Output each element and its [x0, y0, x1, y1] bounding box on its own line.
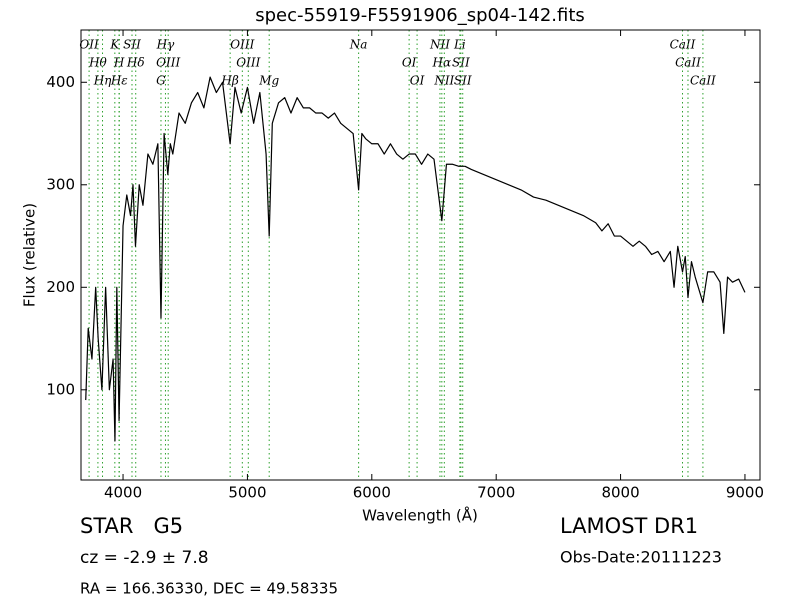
spectral-line-label: OIII: [156, 56, 180, 70]
spectral-line-label: CaII: [670, 38, 696, 52]
spectral-line-label: SII: [452, 56, 470, 70]
spectral-line-label: OI: [402, 56, 417, 70]
spectral-line-label: Li: [453, 38, 466, 52]
spectral-line-label: OIII: [230, 38, 254, 52]
object-class: STAR G5: [80, 514, 183, 538]
spectral-line-label: SII: [123, 38, 141, 52]
spectral-line-label: NII: [429, 38, 450, 52]
x-tick-label: 6000: [353, 484, 391, 502]
spectral-line-label: CaII: [690, 74, 716, 88]
spectral-line-label: G: [156, 74, 166, 88]
spectral-line-label: Hα: [432, 56, 452, 70]
spectral-line-label: SII: [454, 74, 472, 88]
spectral-line-label: Mg: [258, 74, 279, 88]
survey: LAMOST DR1: [560, 514, 698, 538]
spectral-line-label: OI: [410, 74, 425, 88]
x-axis-label: Wavelength (Å): [362, 506, 478, 525]
x-tick-label: 8000: [601, 484, 639, 502]
spectral-line-label: Hβ: [220, 74, 238, 88]
spectral-line-label: Hδ: [126, 56, 145, 70]
x-tick-label: 9000: [726, 484, 764, 502]
spectral-line-label: Hη: [93, 74, 112, 88]
spectral-line-label: Hε: [110, 74, 128, 88]
y-tick-label: 100: [46, 380, 75, 398]
y-axis-label: Flux (relative): [21, 203, 39, 307]
y-tick-label: 300: [46, 175, 75, 193]
y-tick-label: 200: [46, 278, 75, 296]
spectral-line-label: K: [109, 38, 120, 52]
x-tick-label: 4000: [104, 484, 142, 502]
plot-frame: [80, 29, 761, 481]
x-tick-label: 7000: [477, 484, 515, 502]
y-tick-label: 400: [46, 73, 75, 91]
spectral-line-label: Na: [349, 38, 368, 52]
chart-title: spec-55919-F5591906_sp04-142.fits: [255, 5, 585, 26]
spectral-line-label: OIII: [236, 56, 260, 70]
spectral-line-label: OII: [79, 38, 99, 52]
x-tick-label: 5000: [228, 484, 266, 502]
spectral-line-label: NII: [433, 74, 454, 88]
spectral-line-label: Hθ: [88, 56, 107, 70]
spectrum-line: [85, 76, 746, 442]
coordinates: RA = 166.36330, DEC = 49.58335: [80, 580, 338, 598]
redshift: cz = -2.9 ± 7.8: [80, 548, 209, 568]
obs-date: Obs-Date:20111223: [560, 548, 722, 567]
spectral-line-label: Hγ: [156, 38, 175, 52]
spectral-line-label: CaII: [675, 56, 701, 70]
